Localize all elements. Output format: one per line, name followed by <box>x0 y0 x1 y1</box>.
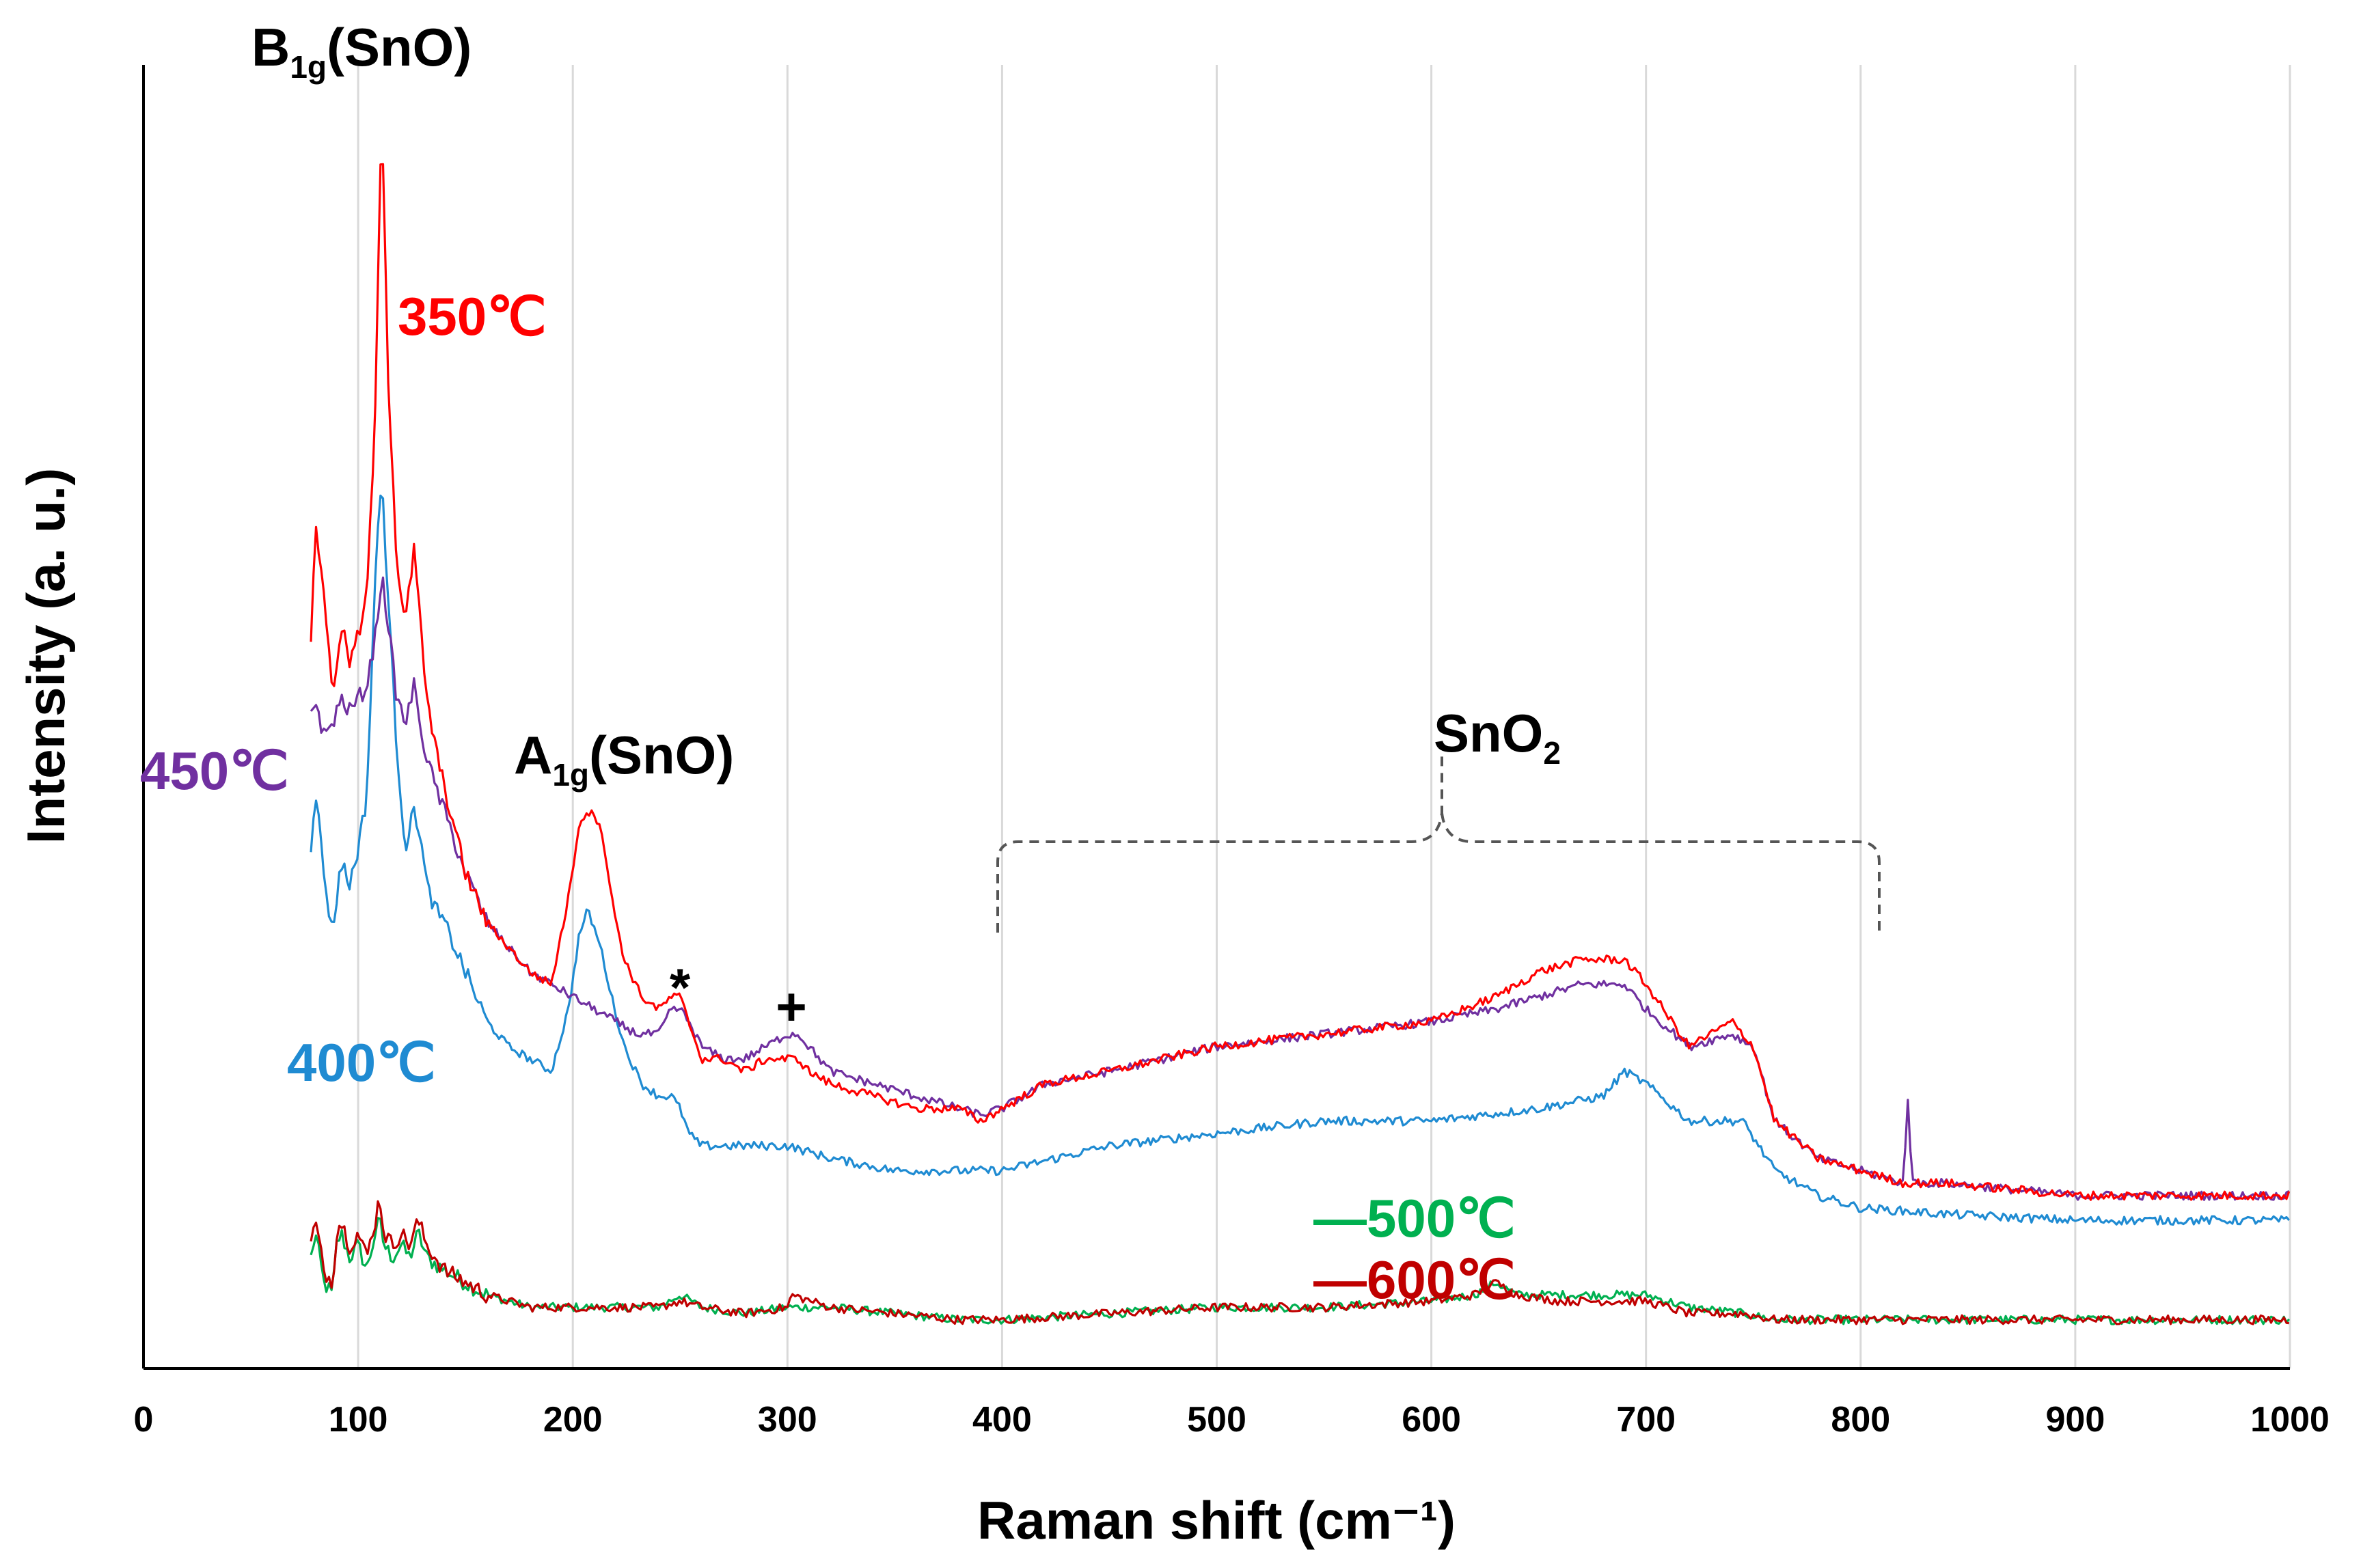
series-lines <box>310 163 2291 1325</box>
series-line-450 <box>310 576 2290 1201</box>
a1g-main: A <box>514 725 552 785</box>
plus-marker: + <box>776 976 807 1036</box>
x-tick-label-200: 200 <box>543 1400 603 1440</box>
sno2-annotation: SnO2 <box>1434 703 1561 771</box>
b1g-subscript: 1g <box>290 49 327 85</box>
series-label-600: —600℃ <box>1313 1250 1516 1310</box>
x-tick-label-100: 100 <box>329 1400 388 1440</box>
series-label-500: —500℃ <box>1313 1188 1516 1248</box>
x-tick-label-0: 0 <box>134 1400 154 1440</box>
series-label-450: 450℃ <box>140 741 289 801</box>
y-axis-title: Intensity (a. u.) <box>16 468 76 844</box>
a1g-tail: (SnO) <box>589 725 734 785</box>
x-tick-label-1000: 1000 <box>2250 1400 2330 1440</box>
series-line-600 <box>310 1200 2289 1325</box>
x-tick-label-700: 700 <box>1616 1400 1676 1440</box>
x-tick-labels: 0 100 200 300 400 500 600 700 800 900 1000 <box>134 1400 2330 1440</box>
series-line-400 <box>310 494 2290 1226</box>
sno2-bracket <box>996 752 1881 933</box>
series-line-500 <box>310 1217 2290 1325</box>
b1g-tail: (SnO) <box>327 17 472 77</box>
b1g-main: B <box>251 17 290 77</box>
x-tick-label-900: 900 <box>2046 1400 2105 1440</box>
x-axis-title: Raman shift (cm⁻¹) <box>977 1490 1456 1550</box>
a1g-sno-annotation: A1g(SnO) <box>514 725 734 793</box>
a1g-subscript: 1g <box>552 757 589 793</box>
axes <box>142 65 2290 1370</box>
series-label-400: 400℃ <box>287 1032 436 1092</box>
series-line-350 <box>310 163 2291 1201</box>
x-tick-label-800: 800 <box>1831 1400 1890 1440</box>
series-label-350: 350℃ <box>398 286 547 346</box>
x-tick-label-300: 300 <box>758 1400 817 1440</box>
b1g-sno-annotation: B1g(SnO) <box>251 17 472 85</box>
x-tick-label-500: 500 <box>1187 1400 1246 1440</box>
x-tick-label-400: 400 <box>972 1400 1032 1440</box>
grid-lines <box>357 65 2291 1368</box>
sno2-subscript: 2 <box>1543 735 1561 771</box>
star-marker: * <box>670 957 691 1017</box>
x-tick-label-600: 600 <box>1402 1400 1461 1440</box>
sno2-main: SnO <box>1434 703 1543 763</box>
